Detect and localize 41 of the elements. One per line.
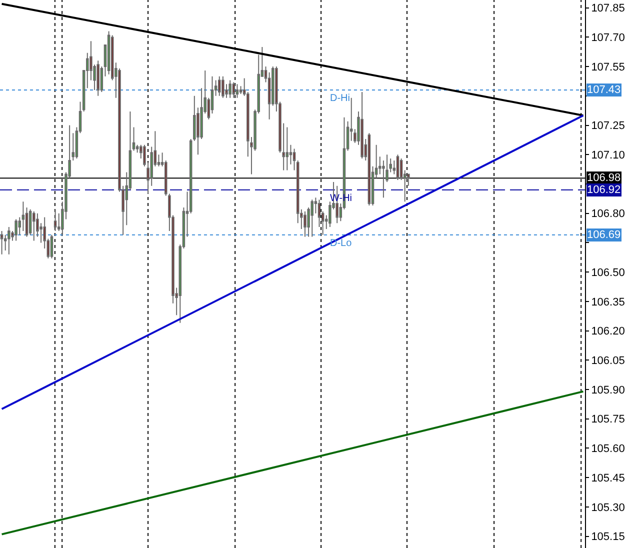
candlestick	[0, 230, 4, 255]
candlestick	[132, 126, 136, 152]
candlestick	[396, 154, 400, 181]
candlestick	[304, 210, 306, 238]
y-tick-label: 105.75	[591, 414, 625, 426]
candlestick	[310, 199, 314, 238]
y-tick-label: 105.30	[591, 502, 625, 514]
ref-line-label: 106.92	[587, 184, 621, 196]
y-tick-label: 107.55	[591, 61, 625, 74]
y-tick-label: 105.45	[591, 472, 625, 484]
y-tick-label: 107.85	[591, 2, 625, 15]
candlestick	[96, 60, 100, 96]
y-tick-label: 106.35	[591, 296, 625, 308]
candlestick	[360, 91, 364, 160]
candlestick	[236, 84, 239, 98]
ref-line-label: 107.43	[587, 84, 621, 96]
candlestick	[8, 226, 10, 255]
y-tick-label: 106.80	[591, 208, 625, 220]
y-tick-label: 105.90	[591, 384, 625, 396]
y-tick-label: 107.10	[591, 149, 625, 162]
candlestick	[232, 82, 236, 98]
y-tick-label: 107.25	[591, 120, 625, 132]
candlestick	[286, 126, 289, 171]
candlestick	[368, 132, 371, 206]
ref-line-label: 106.69	[587, 229, 621, 241]
candlestick	[32, 210, 36, 242]
candlestick	[218, 76, 221, 96]
y-tick-label: 105.15	[591, 531, 625, 544]
y-tick-label: 106.05	[591, 354, 625, 367]
candlestick	[50, 234, 54, 259]
candlestick	[222, 76, 224, 98]
candlestick	[54, 208, 57, 232]
candlestick	[14, 218, 18, 242]
candlestick	[228, 80, 232, 98]
y-tick-label: 106.50	[591, 266, 625, 279]
ref-line-label: 106.98	[587, 172, 621, 184]
annotation: D-Hi	[330, 93, 350, 104]
y-tick-label: 107.70	[591, 32, 625, 44]
y-tick-label: 105.60	[591, 443, 625, 456]
y-tick-label: 106.20	[591, 326, 625, 338]
annotation: D-Lo	[330, 238, 352, 249]
